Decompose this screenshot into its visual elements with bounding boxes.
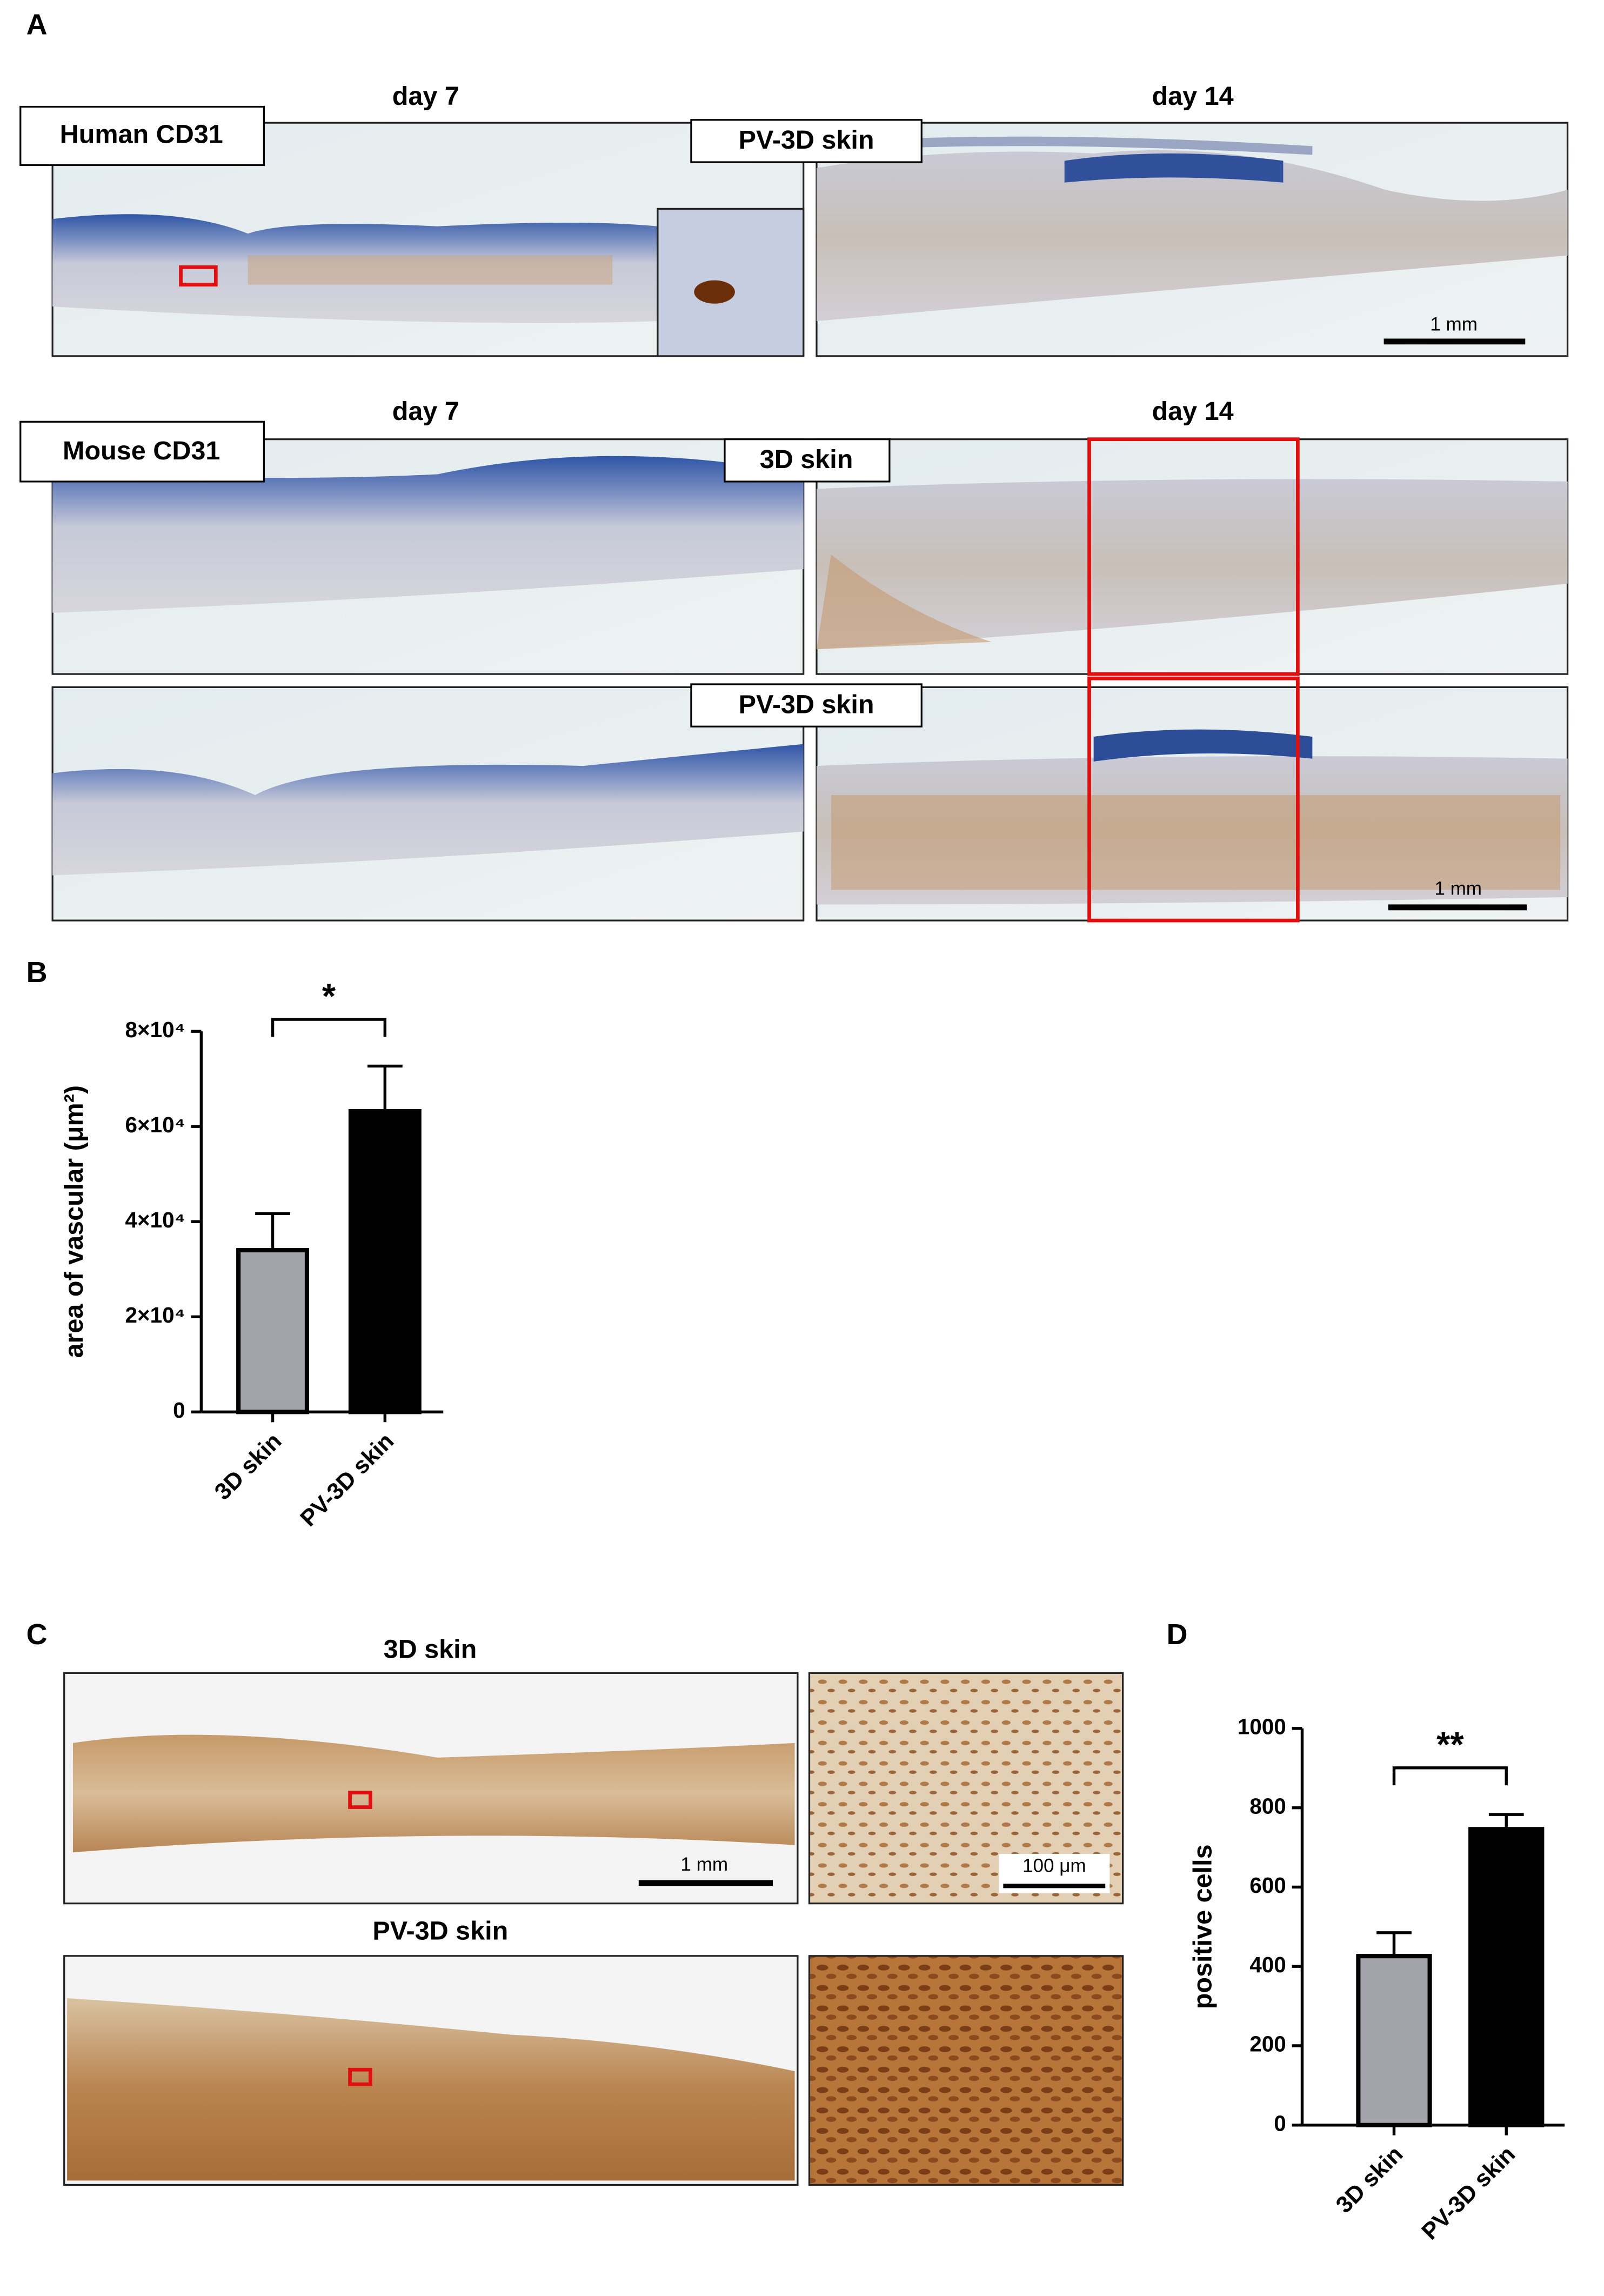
y-tick-label: 4×10⁴ — [125, 1207, 185, 1232]
y-tick-label: 6×10⁴ — [125, 1112, 185, 1137]
column-title: day 14 — [1152, 397, 1234, 426]
x-tick-label: PV-3D skin — [1416, 2141, 1520, 2245]
y-axis-label: positive cells — [1188, 1844, 1218, 2009]
micrograph — [63, 1955, 799, 2186]
micrograph — [808, 1955, 1124, 2186]
panel-label: B — [26, 956, 48, 989]
x-tick-label: 3D skin — [1331, 2141, 1408, 2218]
column-title: day 14 — [1152, 82, 1234, 111]
label-box — [690, 683, 923, 727]
x-tick-label: 3D skin — [210, 1428, 286, 1505]
y-tick-label: 1000 — [1238, 1714, 1286, 1739]
scale-label: 1 mm — [1434, 878, 1482, 899]
y-tick-label: 600 — [1249, 1873, 1286, 1898]
bar — [236, 1248, 310, 1414]
significance-bracket — [1392, 1766, 1508, 1786]
bar — [1356, 1954, 1432, 2127]
micrograph — [816, 686, 1569, 922]
bar — [348, 1109, 422, 1414]
significance-bracket — [271, 1018, 387, 1037]
y-tick-label: 0 — [173, 1398, 185, 1423]
micrograph — [63, 1672, 799, 1905]
x-tick-label: PV-3D skin — [296, 1428, 399, 1532]
group-label: PV-3D skin — [739, 125, 874, 155]
scale-label: 1 mm — [680, 1854, 728, 1875]
y-tick-label: 800 — [1249, 1793, 1286, 1818]
highlight-box — [1087, 676, 1300, 923]
y-axis-label: area of vascular (μm²) — [59, 1085, 89, 1358]
group-label: PV-3D skin — [739, 690, 874, 719]
label-box — [19, 421, 265, 483]
column-title: day 7 — [392, 397, 459, 426]
micrograph — [816, 438, 1569, 675]
label-box — [19, 105, 265, 166]
group-label: 3D skin — [760, 445, 853, 474]
micrograph — [51, 122, 805, 357]
significance: ** — [1436, 1725, 1464, 1764]
y-tick-label: 2×10⁴ — [125, 1303, 185, 1327]
significance: * — [322, 976, 336, 1016]
label-box — [690, 119, 923, 163]
label-box — [724, 438, 891, 483]
y-tick-label: 200 — [1249, 2032, 1286, 2057]
y-tick-label: 0 — [1274, 2111, 1286, 2135]
panel-label: D — [1167, 1618, 1188, 1651]
stain-label: Mouse CD31 — [63, 436, 220, 465]
y-tick-label: 400 — [1249, 1952, 1286, 1977]
image-title: 3D skin — [384, 1635, 477, 1664]
stain-label: Human CD31 — [60, 119, 223, 149]
micrograph — [51, 686, 805, 922]
bar — [1468, 1827, 1545, 2127]
micrograph — [51, 438, 805, 675]
panel-label: A — [26, 8, 48, 41]
column-title: day 7 — [392, 82, 459, 111]
y-tick-label: 8×10⁴ — [125, 1017, 185, 1042]
panel-label: C — [26, 1618, 48, 1651]
image-title: PV-3D skin — [372, 1916, 508, 1945]
scale-label: 100 μm — [1022, 1855, 1086, 1876]
highlight-box — [1087, 437, 1300, 676]
micrograph — [816, 122, 1569, 357]
scale-label: 1 mm — [1430, 313, 1478, 335]
